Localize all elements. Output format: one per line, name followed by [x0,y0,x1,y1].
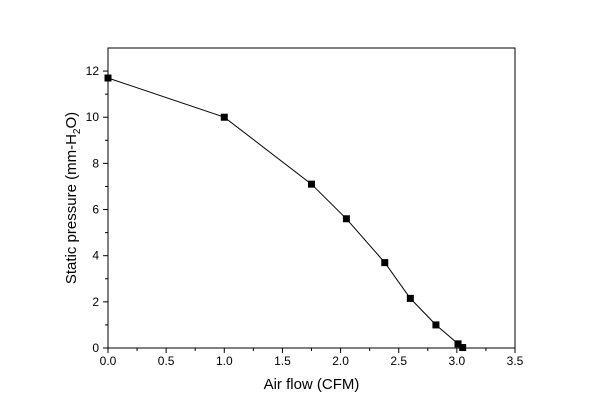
data-point [381,259,389,267]
x-tick-label: 0.5 [158,354,175,368]
y-tick-label: 6 [92,203,99,217]
x-axis: 0.0 0.5 1.0 1.5 2.0 2.5 3.0 3.5 [100,348,524,368]
x-tick-label: 3.0 [449,354,466,368]
y-tick-label: 4 [92,249,99,263]
y-axis-title-suffix: O) [63,112,80,129]
data-point [220,113,228,121]
x-tick-label: 1.5 [274,354,291,368]
y-axis-title-subscript: 2 [72,128,83,134]
series-layer [104,74,467,352]
y-tick-label: 12 [86,64,100,78]
y-tick-label: 10 [86,110,100,124]
y-tick-label: 8 [92,156,99,170]
x-tick-label: 2.5 [390,354,407,368]
x-tick-label: 3.5 [507,354,524,368]
data-point [342,215,350,223]
y-tick-label: 0 [92,341,99,355]
data-point [432,321,440,329]
plot-area [107,47,516,349]
x-tick-label: 1.0 [216,354,233,368]
data-point [406,294,414,302]
series-line [107,77,464,348]
x-axis-title: Air flow (CFM) [264,376,360,393]
y-axis-title-prefix: Static pressure (mm-H [63,134,80,284]
x-tick-label: 0.0 [100,354,117,368]
y-axis: 0 2 4 6 8 10 12 [86,64,108,355]
x-tick-label: 2.0 [332,354,349,368]
data-point [459,344,467,352]
y-tick-label: 2 [92,295,99,309]
data-point [308,180,315,188]
y-axis-title: Static pressure (mm-H2O) [63,112,83,284]
data-point [104,74,112,82]
plot-frame [107,47,516,349]
data-point [454,340,462,348]
